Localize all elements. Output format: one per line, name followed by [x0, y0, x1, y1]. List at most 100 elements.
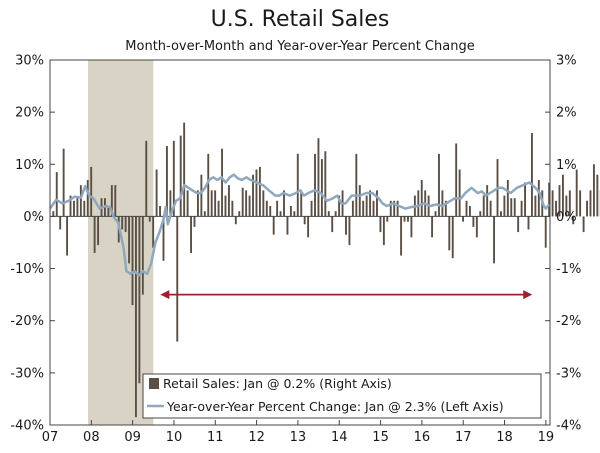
bar-mark: [458, 169, 461, 217]
bar-mark: [348, 216, 351, 246]
legend-box: [142, 373, 542, 419]
bar-mark: [338, 195, 341, 217]
bar-mark: [572, 216, 575, 225]
bar-mark: [276, 200, 279, 217]
bar-mark: [310, 200, 313, 217]
left-axis: 30% 20% 10% 0% -10% -20% -30% -40%: [10, 54, 55, 434]
x-tick-label: 18: [496, 430, 513, 445]
bar-mark: [83, 200, 86, 217]
bar-mark: [441, 190, 444, 217]
bar-mark: [121, 216, 124, 230]
bar-mark: [324, 151, 327, 217]
bar-mark: [376, 190, 378, 217]
bar-mark: [162, 216, 165, 261]
bar-mark: [548, 182, 551, 217]
bar-mark: [203, 211, 206, 217]
bar-mark: [214, 190, 217, 217]
bar-mark: [524, 182, 526, 217]
bar-mark: [355, 153, 358, 217]
bar-mark: [293, 211, 296, 217]
bar-mark: [138, 216, 141, 384]
x-tick-label: 16: [414, 430, 431, 445]
right-axis: 3% 2% 1% 0% -1% -2% -3% -4%: [545, 54, 581, 434]
bar-mark: [131, 216, 134, 306]
plot-frame: [49, 59, 551, 426]
right-tick-label: -3%: [556, 366, 581, 381]
bar-mark: [486, 185, 489, 217]
bar-mark: [358, 185, 361, 217]
bar-mark: [331, 216, 334, 233]
legend-label-bar: Retail Sales: Jan @ 0.2% (Right Axis): [163, 376, 392, 391]
x-tick-label: 19: [538, 430, 555, 445]
bar-mark: [482, 195, 485, 217]
bar-mark: [586, 200, 588, 217]
bar-mark: [79, 185, 82, 217]
right-tick-label: 0%: [556, 210, 577, 225]
bar-mark: [141, 216, 144, 295]
bar-mark: [231, 200, 234, 217]
left-tick-label: -40%: [10, 419, 44, 434]
bar-mark: [403, 216, 406, 222]
bar-mark: [86, 179, 89, 217]
bar-mark: [69, 195, 72, 217]
bar-mark: [513, 198, 516, 217]
bar-mark: [183, 122, 186, 217]
bar-mark: [238, 211, 241, 217]
bar-mark: [90, 166, 93, 217]
bar-mark: [575, 169, 578, 217]
bar-mark: [530, 133, 533, 217]
bar-mark: [334, 211, 337, 217]
bar-mark: [520, 200, 523, 217]
bar-mark: [469, 206, 471, 217]
bar-mark: [320, 159, 323, 217]
bar-mark: [434, 211, 437, 217]
bar-mark: [186, 190, 189, 217]
bar-mark: [114, 185, 117, 217]
right-tick-label: -4%: [556, 419, 581, 434]
bar-mark: [555, 200, 557, 217]
annotation-arrow-head-right: [523, 290, 533, 300]
chart-title: U.S. Retail Sales: [211, 7, 390, 32]
bar-mark: [279, 211, 282, 217]
annotation-arrow-layer: [160, 290, 533, 300]
bar-mark: [152, 216, 155, 248]
bar-mark: [110, 185, 113, 217]
bar-mark: [258, 166, 261, 217]
left-tick-label: 20%: [15, 106, 44, 121]
bar-mark: [475, 216, 478, 238]
bar-mark: [372, 200, 375, 217]
bar-mark: [393, 200, 396, 217]
bar-mark: [410, 216, 413, 238]
bar-mark: [596, 174, 599, 217]
bar-mark: [503, 195, 506, 217]
bar-mark: [382, 216, 385, 246]
bar-mark: [128, 216, 131, 264]
x-tick-label: 14: [331, 430, 348, 445]
bar-mark: [517, 216, 520, 233]
bar-mark: [66, 216, 69, 256]
bar-mark: [93, 216, 96, 253]
bar-mark: [506, 179, 509, 217]
left-tick-label: -10%: [10, 262, 44, 277]
yoy-line: [48, 173, 551, 277]
bar-mark: [200, 174, 203, 217]
bar-mark: [159, 206, 161, 217]
bar-mark: [207, 153, 210, 217]
x-tick-label: 09: [124, 430, 141, 445]
bar-mark: [252, 174, 254, 217]
bar-mark: [55, 172, 58, 217]
bar-mark: [124, 216, 127, 233]
bar-mark: [327, 211, 330, 217]
bar-mark: [537, 179, 540, 217]
bar-mark: [551, 190, 554, 217]
bar-mark: [351, 200, 354, 217]
bar-mark: [221, 148, 223, 217]
bar-mark: [534, 195, 537, 217]
x-tick-label: 17: [455, 430, 472, 445]
bar-mark: [62, 148, 65, 217]
bar-mark: [420, 179, 423, 217]
bar-mark: [317, 138, 320, 217]
bar-mark: [365, 195, 368, 217]
bar-mark: [345, 216, 347, 235]
